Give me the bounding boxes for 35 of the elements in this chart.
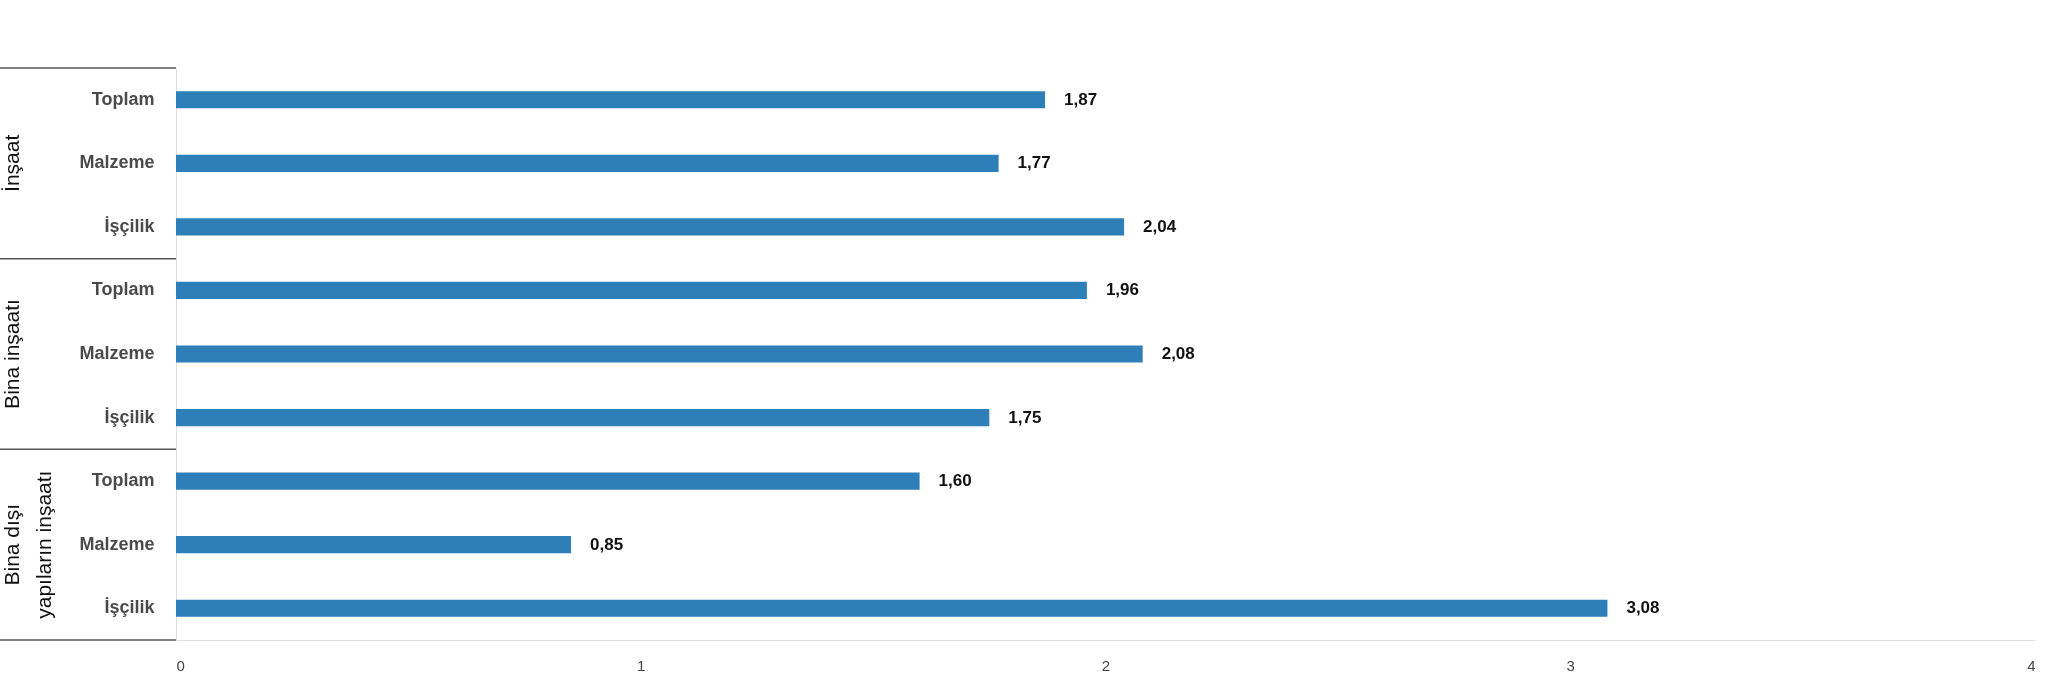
text: Bina dışı yapıların inşaatı [0,470,55,619]
x-tick-label: 0 [176,656,185,674]
x-tick-label: 4 [2027,656,2036,674]
data-label: 0,85 [590,534,624,554]
data-label: 1,96 [1105,280,1139,300]
bar [176,472,920,490]
bar [176,536,572,554]
bar [176,91,1046,109]
y-tick-label: Toplam [91,88,155,109]
y-tick-label: Malzeme [79,152,155,173]
x-tick-label: 3 [1566,656,1575,674]
y-tick-label: İşçilik [104,215,156,236]
text: Bina inşaatı [0,299,23,409]
bar [176,599,1608,617]
y-tick-label: Malzeme [79,343,155,363]
y-tick-label: İşçilik [104,406,156,427]
data-label: 1,77 [1017,153,1051,173]
bar [176,281,1087,300]
data-label: 2,04 [1143,216,1177,236]
bar [176,154,999,172]
y-tick-label: Toplam [91,470,155,491]
data-label: 1,60 [938,471,972,491]
text: İnşaat [0,134,23,192]
y-tick-label: Malzeme [79,533,155,554]
y-tick-label: Toplam [91,279,155,300]
bar [176,345,1143,363]
bar [176,408,990,427]
data-label: 2,08 [1161,344,1195,363]
x-tick-label: 1 [637,656,646,674]
data-label: 3,08 [1626,598,1660,618]
data-label: 1,75 [1008,407,1042,427]
x-tick-label: 2 [1101,656,1111,674]
data-label: 1,87 [1064,89,1098,109]
bar [176,218,1125,236]
y-tick-label: İşçilik [104,597,156,618]
